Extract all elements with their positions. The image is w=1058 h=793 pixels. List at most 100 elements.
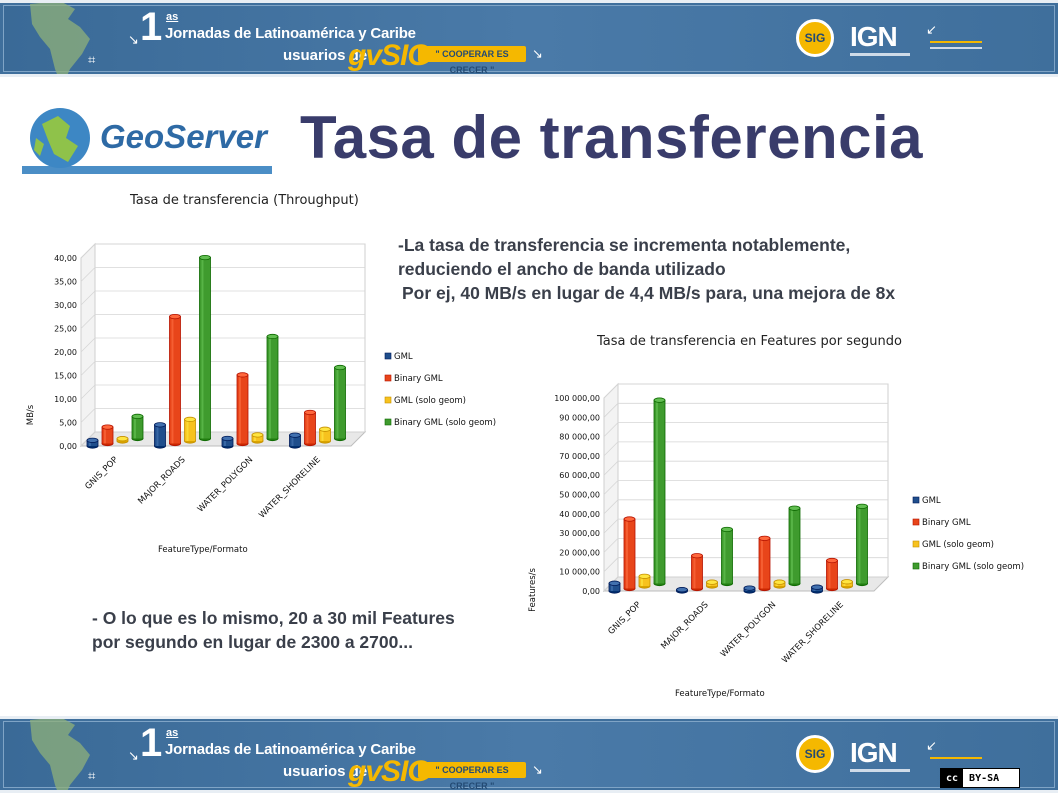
bottom-banner: 1 as ↘ Jornadas de Latinoamérica y Carib… bbox=[0, 716, 1058, 793]
gridline bbox=[80, 267, 365, 282]
bar-top bbox=[319, 426, 331, 432]
top-banner: 1 as ↘ Jornadas de Latinoamérica y Carib… bbox=[0, 0, 1058, 77]
bar-top bbox=[116, 436, 129, 442]
gridline bbox=[603, 422, 888, 437]
bar-top bbox=[86, 437, 99, 443]
x-category-label: WATER_SHORELINE bbox=[257, 455, 322, 520]
legend-label: Binary GML bbox=[922, 518, 971, 528]
bar-fill bbox=[827, 560, 837, 589]
bar-top bbox=[841, 579, 853, 585]
bar-highlight bbox=[790, 508, 793, 584]
chart1-title: Tasa de transferencia (Throughput) bbox=[130, 193, 359, 208]
bar-gml-solo-geom- bbox=[706, 579, 718, 589]
arrow-icon: ↘ bbox=[532, 47, 543, 62]
bar-gml bbox=[221, 435, 234, 449]
license-text: BY-SA bbox=[969, 772, 1000, 784]
bar-top bbox=[706, 579, 718, 585]
bar-top bbox=[638, 573, 651, 579]
bar-top bbox=[743, 585, 756, 591]
y-axis-title: Features/s bbox=[528, 568, 538, 612]
x-category-label: WATER_SHORELINE bbox=[780, 600, 845, 665]
y-tick-label: 60 000,00 bbox=[559, 471, 600, 480]
ign-logo: IGN bbox=[850, 737, 898, 768]
description-line-3: Por ej, 40 MB/s en lugar de 4,4 MB/s par… bbox=[402, 283, 896, 303]
arrow-icon: ↘ bbox=[128, 33, 139, 48]
geoserver-logo-text: GeoServer bbox=[100, 118, 269, 155]
gridline bbox=[603, 441, 888, 457]
bar-top bbox=[266, 333, 279, 340]
bar-gml-solo-geom- bbox=[184, 416, 196, 444]
chart-throughput: 0,00 5,00 10,00 15,00 20,00 25,00 30,00 35,00 40… bbox=[26, 242, 496, 555]
sig-badge: SIG bbox=[796, 19, 834, 57]
legend-swatch bbox=[384, 396, 392, 404]
bar-highlight bbox=[291, 435, 294, 446]
legend-swatch bbox=[912, 496, 920, 504]
bar-top bbox=[721, 526, 733, 533]
bar-gml bbox=[154, 422, 166, 449]
bar-binary-gml bbox=[304, 409, 316, 447]
bar-gml bbox=[289, 432, 301, 449]
y-tick-label: 5,00 bbox=[59, 419, 77, 428]
bar-top bbox=[334, 364, 346, 371]
bar-top bbox=[788, 505, 801, 511]
gridline bbox=[80, 314, 365, 329]
y-tick-label: 0,00 bbox=[59, 442, 77, 451]
y-tick-label: 15,00 bbox=[54, 372, 77, 381]
x-category-label: WATER_POLYGON bbox=[719, 600, 778, 659]
gridline bbox=[80, 290, 365, 306]
bar-top bbox=[101, 424, 114, 430]
bar-gml-solo-geom- bbox=[773, 579, 786, 589]
bar-fill bbox=[237, 374, 248, 444]
ign-logo: IGN bbox=[850, 21, 898, 52]
x-axis-title: FeatureType/Formato bbox=[675, 689, 765, 699]
x-category-label: GNIS_POP bbox=[83, 455, 120, 492]
bar-fill bbox=[692, 555, 702, 589]
bar-fill bbox=[722, 529, 732, 584]
bar-binary-gml-solo-geom- bbox=[721, 526, 733, 587]
bar-fill bbox=[290, 435, 300, 446]
banner-number: 1 bbox=[140, 721, 163, 765]
bar-fill bbox=[170, 316, 180, 444]
y-tick-label: 35,00 bbox=[54, 278, 77, 287]
legend-label: GML (solo geom) bbox=[394, 396, 466, 406]
cc-icon: cc bbox=[941, 769, 964, 787]
bar-gml bbox=[608, 580, 621, 594]
y-tick-label: 100 000,00 bbox=[554, 394, 600, 403]
page-title: Tasa de transferencia bbox=[300, 104, 924, 171]
legend-swatch bbox=[384, 418, 392, 426]
gridline bbox=[80, 243, 365, 259]
y-tick-label: 40 000,00 bbox=[559, 510, 600, 519]
gridline bbox=[603, 460, 888, 476]
bar-top bbox=[691, 553, 703, 559]
bar-top bbox=[154, 422, 166, 428]
bar-highlight bbox=[186, 419, 189, 441]
bottom-note-line-2: por segundo en lugar de 2300 a 2700... bbox=[92, 632, 413, 652]
hash-icon: ⌗ bbox=[88, 53, 96, 68]
bar-fill bbox=[609, 583, 620, 591]
bar-highlight bbox=[133, 416, 136, 439]
bar-gml bbox=[743, 585, 756, 594]
bar-top bbox=[758, 535, 771, 541]
geoserver-logo: GeoServer bbox=[22, 108, 272, 174]
bar-gml-solo-geom- bbox=[841, 579, 853, 589]
bar-gml bbox=[86, 437, 99, 449]
license-badge: cc BY-SA bbox=[940, 768, 1020, 788]
legend-label: Binary GML bbox=[394, 374, 443, 384]
decor-line bbox=[930, 757, 982, 759]
y-tick-label: 80 000,00 bbox=[559, 433, 600, 442]
bar-binary-gml-solo-geom- bbox=[266, 333, 279, 442]
latin-america-map-icon bbox=[30, 3, 90, 74]
bar-top bbox=[169, 314, 181, 320]
y-tick-label: 50 000,00 bbox=[559, 491, 600, 500]
bar-top bbox=[236, 372, 249, 378]
bar-highlight bbox=[693, 555, 696, 589]
bar-highlight bbox=[88, 440, 91, 446]
x-axis-title: FeatureType/Formato bbox=[158, 545, 248, 555]
slogan-badge: " COOPERAR ES CRECER " bbox=[418, 46, 526, 74]
bar-binary-gml bbox=[691, 553, 703, 592]
bar-binary-gml-solo-geom- bbox=[788, 505, 801, 587]
gvsig-logo: gvSIG bbox=[348, 755, 431, 788]
bar-gml-solo-geom- bbox=[319, 426, 331, 444]
x-category-label: GNIS_POP bbox=[606, 600, 643, 637]
